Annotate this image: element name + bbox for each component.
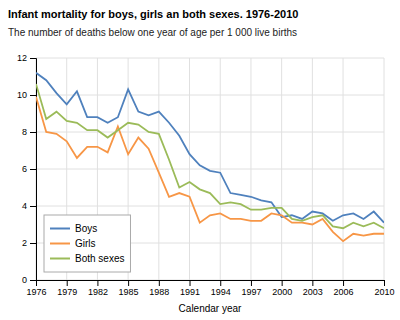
legend-label: Girls <box>75 238 96 249</box>
tick: 2010 <box>374 280 394 297</box>
legend-swatch <box>50 228 70 230</box>
grid <box>36 58 384 280</box>
tick-mark <box>30 206 36 207</box>
tick: 8 <box>22 127 36 137</box>
tick-label: 12 <box>17 53 27 63</box>
tick-label: 1997 <box>241 287 261 297</box>
tick-mark <box>220 280 221 286</box>
tick: 2006 <box>334 280 354 297</box>
tick-label: 1979 <box>57 287 77 297</box>
tick: 12 <box>17 53 36 63</box>
tick: 6 <box>22 164 36 174</box>
series-line <box>36 84 384 228</box>
tick-mark <box>251 280 252 286</box>
tick-label: 1982 <box>88 287 108 297</box>
grid-line <box>36 132 384 133</box>
tick-mark <box>343 280 344 286</box>
tick-label: 2006 <box>334 287 354 297</box>
tick-label: 1985 <box>119 287 139 297</box>
tick-label: 6 <box>22 164 27 174</box>
plot: 1976 1979 1982 1985 1988 1991 1994 1997 2000 2003… <box>17 53 395 314</box>
grid-line <box>384 58 385 280</box>
y-axis: 0 2 4 6 8 10 12 <box>17 53 37 285</box>
x-axis: 1976 1979 1982 1985 1988 1991 1994 1997 2000 2003… <box>26 280 394 297</box>
tick: 1994 <box>211 280 231 297</box>
tick-label: 2010 <box>374 287 394 297</box>
tick-mark <box>128 280 129 286</box>
grid-line <box>250 58 251 280</box>
tick-label: 1988 <box>149 287 169 297</box>
tick-label: 8 <box>22 127 27 137</box>
tick: 1979 <box>57 280 77 297</box>
tick-mark <box>159 280 160 286</box>
tick: 2 <box>22 238 36 248</box>
grid-line <box>158 58 159 280</box>
legend-box <box>44 215 130 272</box>
legend-swatch <box>50 258 70 260</box>
chart: Infant mortality for boys, girls an both… <box>0 0 400 320</box>
tick-label: 2 <box>22 238 27 248</box>
legend: Boys Girls Both sexes <box>44 215 130 272</box>
tick: 1988 <box>149 280 169 297</box>
tick-label: 4 <box>22 201 27 211</box>
tick: 2000 <box>272 280 292 297</box>
axis-line <box>30 59 37 281</box>
tick: 1976 <box>26 280 46 297</box>
subtitle: The number of deaths below one year of a… <box>8 27 297 38</box>
grid-line <box>36 169 384 170</box>
tick: 1997 <box>241 280 261 297</box>
grid-line <box>220 58 221 280</box>
tick-mark <box>282 280 283 286</box>
tick: 2003 <box>303 280 323 297</box>
tick: 1982 <box>88 280 108 297</box>
grid-line <box>36 95 384 96</box>
legend-swatch <box>50 243 70 245</box>
tick-mark <box>30 95 36 96</box>
tick-mark <box>384 280 385 286</box>
series-line <box>36 73 384 223</box>
grid-line <box>189 58 190 280</box>
grid-line <box>36 206 384 207</box>
tick-label: 1976 <box>26 287 46 297</box>
tick: 1991 <box>180 280 200 297</box>
tick: 0 <box>22 275 36 285</box>
tick-label: 1994 <box>211 287 231 297</box>
tick-mark <box>30 132 36 133</box>
tick-mark <box>67 280 68 286</box>
tick-mark <box>97 280 98 286</box>
title: Infant mortality for boys, girls an both… <box>8 8 298 20</box>
tick: 1985 <box>119 280 139 297</box>
tick-label: 1991 <box>180 287 200 297</box>
tick-mark <box>312 280 313 286</box>
tick-mark <box>190 280 191 286</box>
axis-line <box>37 281 385 287</box>
tick-mark <box>30 280 36 281</box>
grid-line <box>343 58 344 280</box>
tick-label: 2000 <box>272 287 292 297</box>
tick-mark <box>30 169 36 170</box>
legend-label: Boys <box>75 223 97 234</box>
tick-label: 2003 <box>303 287 323 297</box>
tick-mark <box>30 243 36 244</box>
tick-label: 10 <box>17 90 27 100</box>
grid-line <box>312 58 313 280</box>
legend-label: Both sexes <box>75 253 124 264</box>
tick-mark <box>30 58 36 59</box>
x-axis-label: Calendar year <box>179 303 242 314</box>
tick: 10 <box>17 90 36 100</box>
grid-line <box>281 58 282 280</box>
grid-line <box>36 58 384 59</box>
tick-label: 0 <box>22 275 27 285</box>
tick: 4 <box>22 201 36 211</box>
